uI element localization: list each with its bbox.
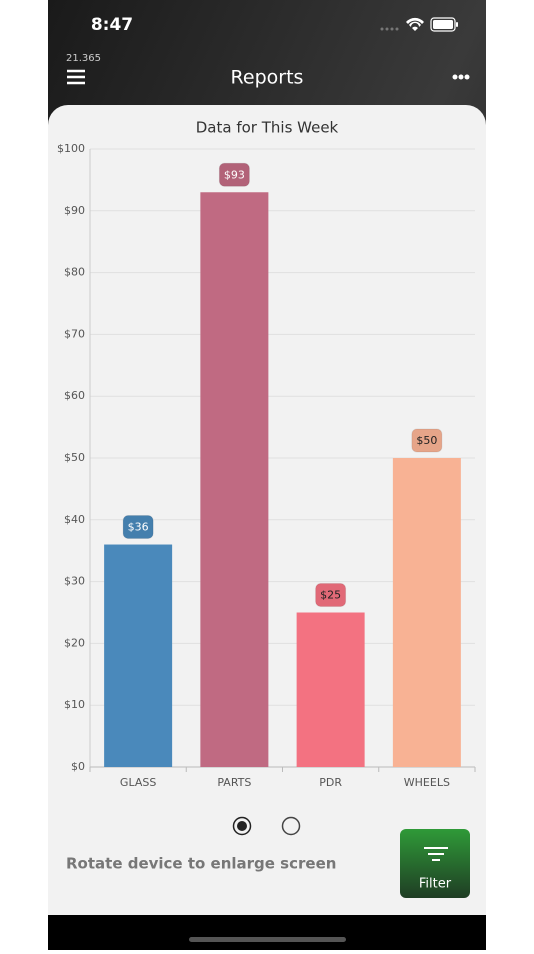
- y-tick-label: $70: [64, 327, 85, 340]
- filter-label: Filter: [419, 877, 452, 892]
- y-tick-label: $80: [64, 266, 85, 279]
- bar: [296, 612, 365, 767]
- y-tick-label: $90: [64, 204, 85, 217]
- value-label: $25: [320, 589, 341, 602]
- more-button[interactable]: [452, 74, 470, 80]
- value-label-shade: [411, 429, 442, 452]
- time: 8:47: [91, 15, 133, 35]
- value-label-shade: [123, 515, 154, 539]
- header-subtitle: 21.365: [66, 53, 101, 64]
- bar: [104, 544, 173, 767]
- filter-button[interactable]: Filter: [400, 829, 470, 898]
- value-label-shade: [219, 163, 250, 187]
- y-tick-label: $20: [64, 636, 85, 649]
- x-tick-label: PDR: [319, 776, 342, 789]
- chart-title: Data for This Week: [196, 119, 339, 137]
- value-label-box: [411, 428, 443, 453]
- value-label: $36: [128, 521, 149, 534]
- value-label: $93: [224, 168, 245, 181]
- value-label-box: [315, 583, 347, 607]
- rotate-hint: Rotate device to enlarge screen: [66, 855, 336, 873]
- home-indicator: [189, 937, 346, 942]
- menu-button[interactable]: [67, 69, 85, 85]
- page-indicator[interactable]: [232, 816, 301, 836]
- x-tick-label: WHEELS: [404, 776, 450, 789]
- y-tick-label: $60: [64, 389, 85, 402]
- bar: [200, 192, 269, 767]
- y-tick-label: $40: [64, 513, 85, 526]
- value-label-box: [122, 515, 154, 540]
- y-tick-label: $10: [64, 698, 85, 711]
- x-tick-label: PARTS: [217, 776, 251, 789]
- value-label: $50: [416, 434, 437, 447]
- x-tick-label: GLASS: [120, 776, 156, 789]
- header-title: Reports: [231, 67, 304, 89]
- value-label-shade: [315, 583, 346, 607]
- y-tick-label: $50: [64, 451, 85, 464]
- value-label-box: [218, 162, 250, 187]
- y-tick-label: $30: [64, 575, 85, 588]
- y-tick-label: $100: [57, 142, 85, 155]
- bottom-bar: [48, 915, 486, 950]
- chart: $0 $10 $20 $30 $40 $50 $60 $70 $80 $90 $100 GLASS $3…: [57, 142, 476, 789]
- bar: [392, 458, 461, 767]
- status-icons: [380, 17, 458, 32]
- y-tick-label: $0: [71, 760, 85, 773]
